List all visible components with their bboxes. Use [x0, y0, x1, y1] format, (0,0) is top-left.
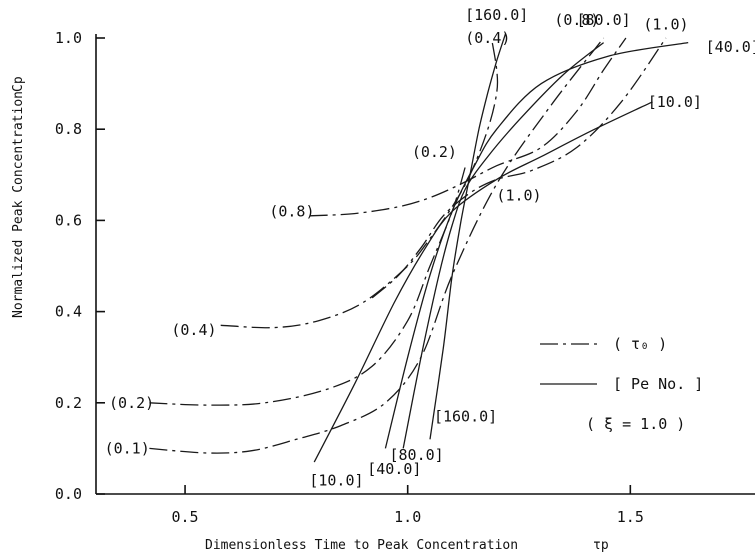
legend-label-pe: [ Pe No. ] — [613, 375, 703, 393]
curve-label: [160.0] — [434, 407, 497, 425]
y-tick-label: 1.0 — [55, 29, 82, 47]
curve-label: (0.8) — [554, 11, 599, 29]
series-tau-0-8 — [309, 37, 627, 217]
curve-label: [40.0] — [367, 460, 421, 478]
curve-label: (0.1) — [105, 439, 150, 457]
curve-labels: [10.0][40.0][80.0][160.0][160.0] [80.0][4… — [105, 6, 755, 489]
series-tau-1-0 — [371, 37, 667, 299]
legend: ( τ₀ ) [ Pe No. ] ( ξ = 1.0 ) — [540, 335, 703, 433]
y-tick-label: 0.4 — [55, 303, 82, 321]
series-pe-80-0 — [402, 42, 605, 449]
curve-label: [80.0] — [577, 11, 631, 29]
legend-note: ( ξ = 1.0 ) — [586, 415, 685, 433]
series-layer — [149, 33, 689, 463]
curve-label: [10.0] — [309, 471, 363, 489]
axes: 0.0 0.2 0.4 0.6 0.8 1.0 0.5 1.0 1.5 Dimensionless… — [11, 29, 755, 553]
curve-label: [10.0] — [648, 93, 702, 111]
legend-label-tau: ( τ₀ ) — [613, 335, 667, 353]
curve-label: (1.0) — [643, 15, 688, 33]
x-axis-title: Dimensionless Time to Peak Concentration — [205, 538, 518, 553]
x-tick-label: 1.5 — [617, 508, 644, 526]
y-axis-symbol: Cp — [11, 76, 26, 92]
curve-label: (0.8) — [269, 202, 314, 220]
curve-label: [40.0] — [706, 38, 755, 56]
series-tau-0-4 — [220, 42, 499, 329]
series-tau-0-2 — [149, 165, 467, 406]
x-tick-label: 0.5 — [172, 508, 199, 526]
y-tick-label: 0.2 — [55, 394, 82, 412]
curve-label: (0.4) — [171, 321, 216, 339]
curve-label: (0.2) — [412, 143, 457, 161]
y-tick-label: 0.6 — [55, 211, 82, 229]
curve-label: (0.4) — [465, 29, 510, 47]
y-tick-label: 0.0 — [55, 485, 82, 503]
curve-label: (0.2) — [109, 394, 154, 412]
series-tau-0-1 — [149, 37, 605, 454]
y-tick-label: 0.8 — [55, 120, 82, 138]
x-tick-label: 1.0 — [394, 508, 421, 526]
y-axis-title: Normalized Peak Concentration — [11, 91, 26, 318]
series-pe-160-0 — [429, 33, 507, 440]
x-axis-symbol: τp — [593, 538, 609, 553]
curve-label: [160.0] — [465, 6, 528, 24]
curve-label: [80.0] — [390, 446, 444, 464]
curve-label: (1.0) — [496, 186, 541, 204]
series-pe-10-0 — [313, 101, 653, 463]
